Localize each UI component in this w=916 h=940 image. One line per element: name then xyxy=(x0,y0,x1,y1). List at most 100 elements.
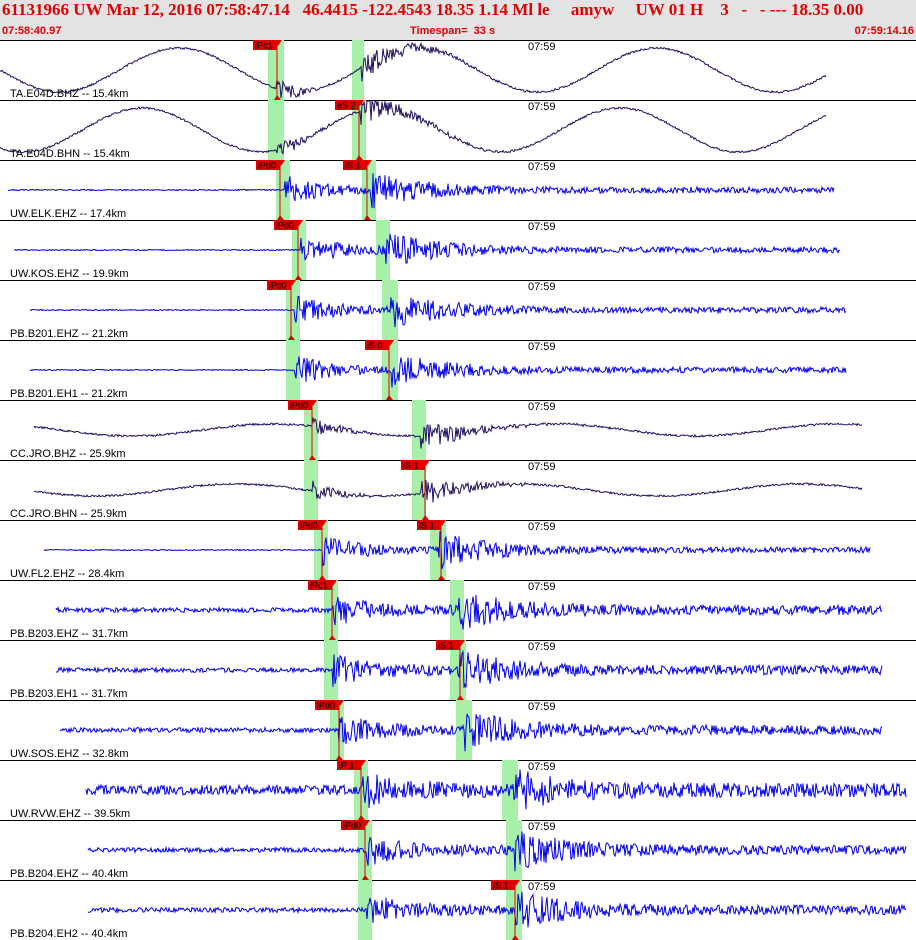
pick-label: iS 1 xyxy=(345,161,361,171)
pick-label: iPd0 xyxy=(276,221,294,231)
pick-label: iPd0 xyxy=(300,521,318,531)
waveform-canvas[interactable]: iPd0 xyxy=(0,700,916,760)
pick-base-triangle-icon xyxy=(512,935,519,940)
phase-pick-marker[interactable]: iPd0 xyxy=(288,400,317,460)
waveform-trace xyxy=(29,356,847,388)
waveform-trace xyxy=(14,233,841,264)
waveform-canvas[interactable]: iPc1 xyxy=(0,40,916,100)
trace-panel[interactable]: eS 2 07:59 TA.E04D.BHN -- 15.4km xyxy=(0,100,916,160)
trace-panel[interactable]: iPc1 07:59 PB.B203.EHZ -- 31.7km xyxy=(0,580,916,640)
waveform-trace xyxy=(88,891,907,928)
pick-flag-triangle-icon xyxy=(274,40,282,46)
trace-panel[interactable]: iPd0 iS 1 07:59 UW.ELK.EHZ -- 17.4km xyxy=(0,160,916,220)
waveform-canvas[interactable]: iPd0 iS 1 xyxy=(0,520,916,580)
waveform-canvas[interactable]: iPc0 xyxy=(0,280,916,340)
pick-flag-triangle-icon xyxy=(319,520,327,526)
minute-marker-label: 07:59 xyxy=(528,821,556,833)
pick-flag-triangle-icon xyxy=(386,340,394,346)
phase-pick-marker[interactable]: iPc0 xyxy=(267,280,296,340)
phase-pick-marker[interactable]: iS 1 xyxy=(401,460,430,520)
trace-panel[interactable]: iPd0 07:59 UW.KOS.EHZ -- 19.9km xyxy=(0,220,916,280)
pick-label: iS 0 xyxy=(367,341,383,351)
pick-flag-triangle-icon xyxy=(358,760,366,766)
pick-label: iPc0 xyxy=(269,281,287,291)
seismogram-panel-list[interactable]: iPc1 07:59 TA.E04D.BHZ -- 15.4km eS 2 07:59 T… xyxy=(0,40,916,940)
trace-panel[interactable]: iS 1 07:59 PB.B203.EH1 -- 31.7km xyxy=(0,640,916,700)
trace-panel[interactable]: iS 1 07:59 PB.B204.EH2 -- 40.4km xyxy=(0,880,916,940)
end-time-label: 07:59:14.16 xyxy=(854,25,914,37)
phase-pick-marker[interactable]: iPd0 xyxy=(274,220,303,280)
waveform-canvas[interactable]: iS 0 xyxy=(0,340,916,400)
phase-pick-marker[interactable]: iS 1 xyxy=(491,880,520,940)
pick-base-triangle-icon xyxy=(356,155,363,160)
trace-panel[interactable]: iPd0 iS 1 07:59 UW.FL2.EHZ -- 28.4km xyxy=(0,520,916,580)
trace-panel[interactable]: iPd0 07:59 CC.JRO.BHZ -- 25.9km xyxy=(0,400,916,460)
pick-label: iPd0 xyxy=(343,821,361,831)
waveform-trace xyxy=(55,594,883,630)
waveform-canvas[interactable]: iS 1 xyxy=(0,880,916,940)
pick-label: iS 1 xyxy=(493,881,509,891)
panel-divider xyxy=(0,220,916,221)
waveform-trace xyxy=(55,649,883,688)
phase-pick-marker[interactable]: iPc1 xyxy=(253,40,282,100)
waveform-canvas[interactable]: iP 1 xyxy=(0,760,916,820)
trace-panel[interactable]: iS 1 07:59 CC.JRO.BHN -- 25.9km xyxy=(0,460,916,520)
pick-label: iS 1 xyxy=(438,641,454,651)
event-summary-title: 61131966 UW Mar 12, 2016 07:58:47.14 46.… xyxy=(2,0,864,19)
phase-pick-marker[interactable]: eS 2 xyxy=(335,100,364,160)
waveform-canvas[interactable]: iPd0 iS 1 xyxy=(0,160,916,220)
pick-flag-triangle-icon xyxy=(329,580,337,586)
pick-label: iS 1 xyxy=(419,521,435,531)
waveform-trace xyxy=(33,417,863,449)
minute-marker-label: 07:59 xyxy=(528,341,556,353)
pick-window-band xyxy=(376,220,390,280)
minute-marker-label: 07:59 xyxy=(528,221,556,233)
minute-marker-label: 07:59 xyxy=(528,101,556,113)
waveform-canvas[interactable]: eS 2 xyxy=(0,100,916,160)
phase-pick-marker[interactable]: iS 1 xyxy=(343,160,372,220)
waveform-canvas[interactable]: iS 1 xyxy=(0,460,916,520)
waveform-trace xyxy=(0,41,827,98)
pick-flag-triangle-icon xyxy=(438,520,446,526)
pick-flag-triangle-icon xyxy=(457,640,465,646)
trace-panel[interactable]: iS 0 07:59 PB.B201.EH1 -- 21.2km xyxy=(0,340,916,400)
trace-panel[interactable]: iPd0 07:59 PB.B204.EHZ -- 40.4km xyxy=(0,820,916,880)
phase-pick-marker[interactable]: iPc1 xyxy=(308,580,337,640)
pick-base-triangle-icon xyxy=(288,335,295,340)
trace-panel[interactable]: iPd0 07:59 UW.SOS.EHZ -- 32.8km xyxy=(0,700,916,760)
pick-base-triangle-icon xyxy=(319,575,326,580)
pick-flag xyxy=(315,700,339,710)
phase-pick-marker[interactable]: iP 1 xyxy=(337,760,366,820)
waveform-canvas[interactable]: iPd0 xyxy=(0,820,916,880)
phase-pick-marker[interactable]: iPd0 xyxy=(298,520,327,580)
start-time-label: 07:58:40.97 xyxy=(2,25,62,37)
waveform-trace xyxy=(0,100,827,155)
phase-pick-marker[interactable]: iPd0 xyxy=(315,700,344,760)
minute-marker-label: 07:59 xyxy=(528,881,556,893)
waveform-canvas[interactable]: iPc1 xyxy=(0,580,916,640)
phase-pick-marker[interactable]: iPd0 xyxy=(341,820,370,880)
pick-base-triangle-icon xyxy=(277,215,284,220)
waveform-canvas[interactable]: iPd0 xyxy=(0,220,916,280)
pick-base-triangle-icon xyxy=(364,215,371,220)
timespan-label: Timespan= 33 s xyxy=(410,25,496,37)
phase-pick-marker[interactable]: iS 0 xyxy=(365,340,394,400)
trace-panel[interactable]: iPc0 07:59 PB.B201.EHZ -- 21.2km xyxy=(0,280,916,340)
phase-pick-marker[interactable]: iS 1 xyxy=(417,520,446,580)
pick-base-triangle-icon xyxy=(336,755,343,760)
pick-window-band xyxy=(412,400,426,460)
phase-pick-marker[interactable]: iPd0 xyxy=(256,160,285,220)
waveform-trace xyxy=(87,831,907,872)
trace-panel[interactable]: iPc1 07:59 TA.E04D.BHZ -- 15.4km xyxy=(0,40,916,100)
phase-pick-marker[interactable]: iS 1 xyxy=(436,640,465,700)
pick-flag-triangle-icon xyxy=(295,220,303,226)
station-channel-label: UW.FL2.EHZ -- 28.4km xyxy=(10,568,125,580)
pick-flag-triangle-icon xyxy=(362,820,370,826)
waveform-canvas[interactable]: iS 1 xyxy=(0,640,916,700)
trace-panel[interactable]: iP 1 07:59 UW.RVW.EHZ -- 39.5km xyxy=(0,760,916,820)
waveform-canvas[interactable]: iPd0 xyxy=(0,400,916,460)
pick-flag xyxy=(288,400,312,410)
pick-flag xyxy=(401,460,425,470)
pick-flag-triangle-icon xyxy=(512,880,520,886)
station-channel-label: CC.JRO.BHZ -- 25.9km xyxy=(10,448,126,460)
